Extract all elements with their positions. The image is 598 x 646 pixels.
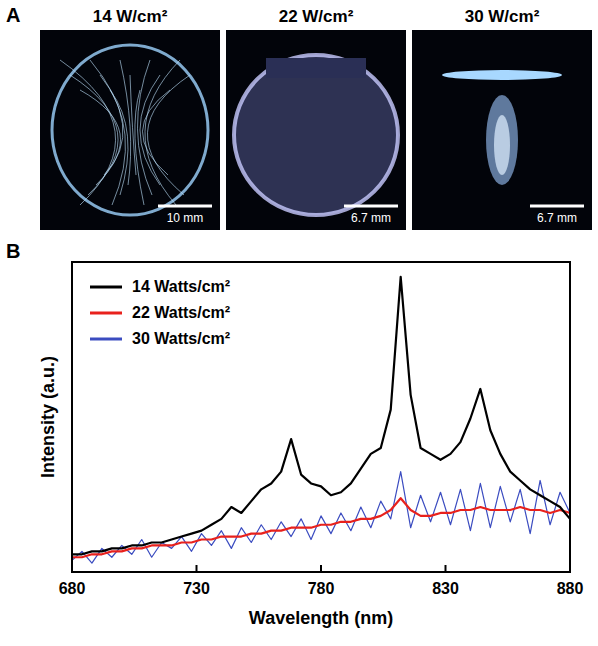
x-tick xyxy=(196,565,198,572)
legend: 14 Watts/cm² 22 Watts/cm² 30 Watts/cm² xyxy=(90,278,230,347)
image-title: 22 W/cm² xyxy=(279,7,354,26)
scale-bar-label: 10 mm xyxy=(167,211,204,225)
x-tick-label: 880 xyxy=(557,580,584,597)
plasma-image xyxy=(412,30,592,230)
legend-swatch xyxy=(90,312,122,315)
scale-bar xyxy=(344,205,398,208)
series-line xyxy=(72,498,570,557)
legend-swatch xyxy=(90,286,122,289)
x-tick-label: 780 xyxy=(308,580,335,597)
image-title: 14 W/cm² xyxy=(93,7,168,26)
x-tick-label: 680 xyxy=(59,580,86,597)
legend-label: 22 Watts/cm² xyxy=(132,304,230,321)
image-title: 30 W/cm² xyxy=(465,7,540,26)
scale-bar-label: 6.7 mm xyxy=(351,211,391,225)
plasma-image xyxy=(226,30,406,230)
x-tick xyxy=(71,565,73,572)
y-axis-title: Intensity (a.u.) xyxy=(38,356,58,478)
scale-bar xyxy=(158,205,212,208)
x-tick xyxy=(445,565,447,572)
x-tick xyxy=(569,565,571,572)
legend-swatch xyxy=(90,338,122,341)
panel-letter: A xyxy=(6,4,20,26)
x-tick-label: 830 xyxy=(432,580,459,597)
panel-letter: B xyxy=(6,240,20,262)
series-line xyxy=(72,277,570,555)
x-tick xyxy=(320,565,322,572)
lines xyxy=(72,277,570,563)
x-tick-label: 730 xyxy=(183,580,210,597)
legend-label: 30 Watts/cm² xyxy=(132,330,230,347)
plasma-image xyxy=(40,30,220,230)
legend-label: 14 Watts/cm² xyxy=(132,278,230,295)
figure: A 14 W/cm² 10 mm 22 W/cm² 6.7 mm 30 W/cm² 6.7 … xyxy=(0,0,598,646)
scale-bar-label: 6.7 mm xyxy=(537,211,577,225)
x-axis-title: Wavelength (nm) xyxy=(249,608,393,628)
scale-bar xyxy=(530,205,584,208)
plot-frame xyxy=(72,262,570,572)
